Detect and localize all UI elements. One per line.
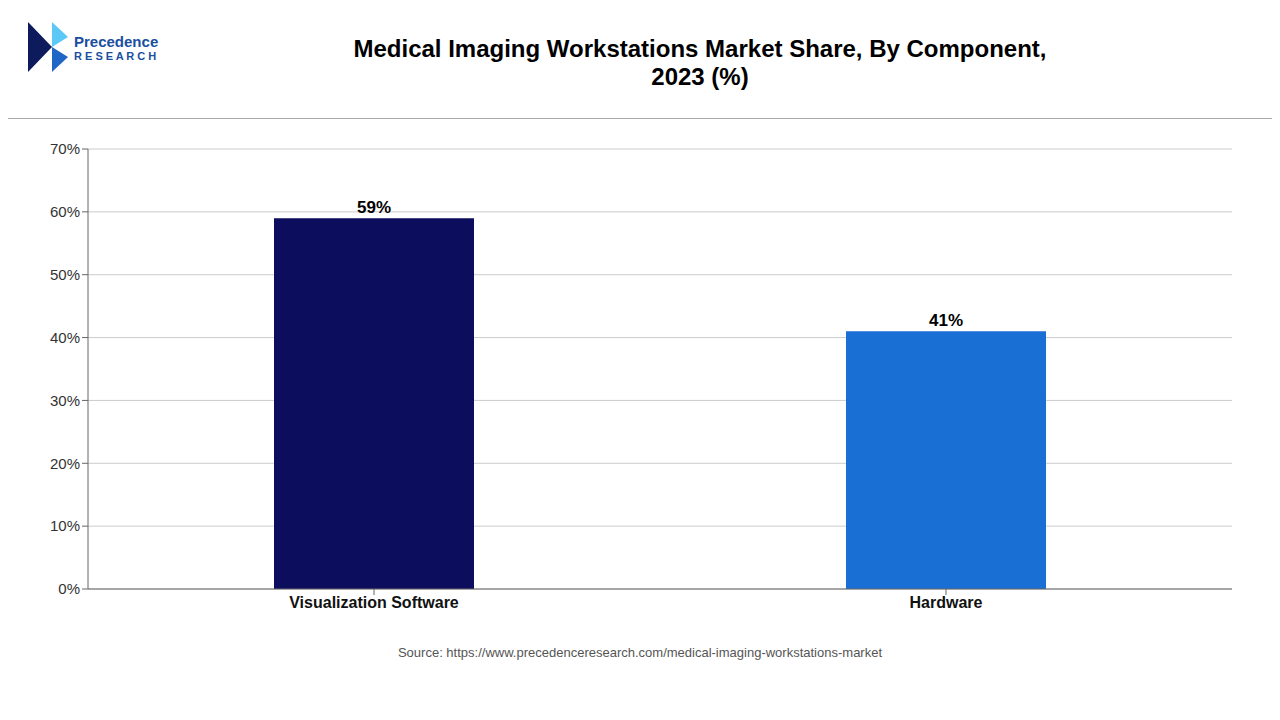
svg-text:30%: 30% (50, 392, 80, 409)
svg-text:10%: 10% (50, 517, 80, 534)
svg-text:Visualization Software: Visualization Software (289, 594, 459, 611)
svg-text:70%: 70% (50, 140, 80, 157)
svg-text:20%: 20% (50, 455, 80, 472)
html-text:2023 (%): 2023 (%) (651, 63, 749, 90)
html-text:Medical Imaging Workstations M: Medical Imaging Workstations Market Shar… (353, 35, 1047, 62)
svg-text:40%: 40% (50, 329, 80, 346)
svg-text:50%: 50% (50, 266, 80, 283)
html-text:R E S E A R C H: R E S E A R C H (74, 49, 157, 62)
svg-text:0%: 0% (58, 580, 80, 597)
svg-text:60%: 60% (50, 203, 80, 220)
html-text:Source: https://www.precedence: Source: https://www.precedenceresearch.c… (398, 645, 882, 660)
html-text:Precedence: Precedence (74, 32, 159, 50)
svg-text:Hardware: Hardware (910, 594, 983, 611)
svg-text:59%: 59% (357, 198, 391, 217)
svg-text:41%: 41% (929, 311, 963, 330)
